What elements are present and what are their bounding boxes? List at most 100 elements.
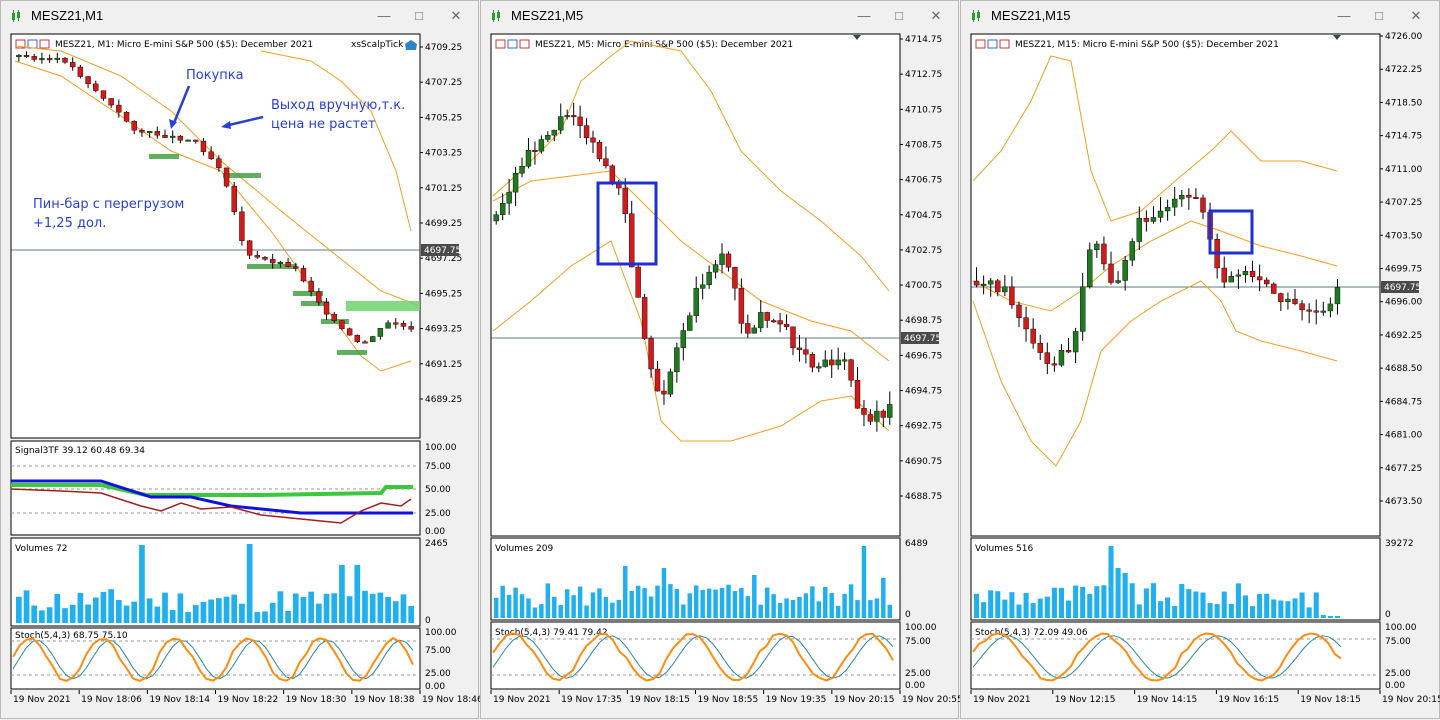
window-titlebar[interactable]: MESZ21,M15 — □ ✕ <box>961 1 1439 31</box>
current-price-label: 4697.75 <box>904 334 941 344</box>
price-label: 4693.25 <box>425 325 462 335</box>
volume-bar <box>881 578 886 618</box>
volume-bar <box>246 544 253 623</box>
candle-body <box>346 328 353 336</box>
minimize-icon[interactable]: — <box>377 8 391 23</box>
stoch-label: 0.00 <box>425 682 445 692</box>
maximize-icon[interactable]: □ <box>415 8 423 23</box>
volume-bar <box>1320 615 1326 618</box>
volume-bar <box>848 584 854 618</box>
candle-body <box>1101 243 1107 265</box>
candle-body <box>1136 218 1143 242</box>
candle-body <box>1037 343 1043 353</box>
candle-body <box>1193 197 1199 199</box>
upper-band <box>972 55 1338 222</box>
candle-body <box>100 90 107 99</box>
volume-bar <box>1334 616 1340 618</box>
price-label: 4692.75 <box>905 422 942 432</box>
minimize-icon[interactable]: — <box>857 8 871 23</box>
volume-bar <box>300 597 307 623</box>
price-label: 4677.25 <box>1385 464 1422 474</box>
candle-body <box>1320 310 1327 313</box>
signal-zone-current <box>346 301 420 311</box>
volume-header: Volumes 209 <box>495 544 553 554</box>
volume-bar <box>797 596 802 618</box>
close-icon[interactable]: ✕ <box>1410 8 1422 23</box>
candle-body <box>829 359 835 366</box>
menu-icon <box>495 39 506 49</box>
price-label: 4714.75 <box>1385 132 1422 142</box>
volume-bar <box>316 603 322 623</box>
volume-bar <box>1094 586 1100 618</box>
signal-green-line <box>11 483 413 497</box>
candle-body <box>816 366 822 369</box>
maximize-icon[interactable]: □ <box>1375 8 1383 23</box>
candle-body <box>980 283 987 286</box>
minimize-icon[interactable]: — <box>1337 8 1351 23</box>
candle-body <box>46 58 53 61</box>
volume-bar <box>385 597 391 623</box>
candle-body <box>973 280 980 286</box>
volume-bar <box>513 587 518 618</box>
volume-bar <box>1122 573 1128 618</box>
lower-band <box>14 60 412 372</box>
candle-body <box>674 347 680 373</box>
price-label: 4681.00 <box>1385 431 1422 441</box>
volume-bar <box>1101 585 1107 618</box>
volume-bar <box>764 587 770 618</box>
volume-bar <box>539 604 544 618</box>
chart-header: MESZ21, M1: Micro E-mini S&P 500 ($5): D… <box>55 40 313 50</box>
price-label: 4722.25 <box>1385 65 1422 75</box>
volume-bar <box>887 604 892 618</box>
chart-area[interactable]: MESZ21, M1: Micro E-mini S&P 500 ($5): D… <box>1 1 480 720</box>
stoch-label: 100.00 <box>425 628 457 638</box>
candle-body <box>1150 217 1157 222</box>
volume-bar <box>331 593 338 623</box>
volume-label: 0 <box>425 616 431 626</box>
volume-bar <box>169 610 176 623</box>
candle-body <box>308 280 314 292</box>
current-price-tag <box>421 244 459 256</box>
volume-bar <box>674 588 680 618</box>
volume-bar <box>855 600 860 618</box>
chart-area[interactable]: MESZ21, M5: Micro E-mini S&P 500 ($5): D… <box>481 1 960 720</box>
window-title: MESZ21,M15 <box>991 8 1071 23</box>
candle-body <box>23 55 30 58</box>
price-label: 4702.75 <box>905 246 942 256</box>
candle-body <box>648 338 654 370</box>
volume-bar <box>526 598 531 618</box>
candle-body <box>85 76 91 85</box>
volume-bar <box>408 606 414 623</box>
candle-body <box>564 115 570 118</box>
chart-window-m1[interactable]: MESZ21,M1 — □ ✕ MESZ21, M1: Micro E-mini… <box>0 0 480 720</box>
volume-bar <box>868 600 873 618</box>
volume-bar <box>558 605 563 618</box>
candle-body <box>162 135 168 138</box>
chart-area[interactable]: MESZ21, M15: Micro E-mini S&P 500 ($5): … <box>961 1 1440 720</box>
candle-body <box>532 150 538 152</box>
chart-window-m5[interactable]: MESZ21,M5 — □ ✕ MESZ21, M5: Micro E-mini… <box>480 0 960 720</box>
volume-bar <box>1285 601 1291 618</box>
candle-body <box>796 347 803 350</box>
volume-bar <box>545 583 551 618</box>
volume-bar <box>1299 592 1305 618</box>
chart-window-m15[interactable]: MESZ21,M15 — □ ✕ MESZ21, M15: Micro E-mi… <box>960 0 1440 719</box>
candle-body <box>738 287 745 324</box>
volume-bar <box>829 592 834 618</box>
volume-bar <box>706 588 712 618</box>
candle-body <box>1051 363 1058 366</box>
volume-bar <box>1193 591 1199 618</box>
close-icon[interactable]: ✕ <box>930 8 942 23</box>
time-label: 19 Nov 18:06 <box>81 695 142 705</box>
maximize-icon[interactable]: □ <box>895 8 903 23</box>
volume-bar <box>69 604 76 623</box>
window-titlebar[interactable]: MESZ21,M1 — □ ✕ <box>1 1 478 31</box>
price-label: 4703.25 <box>425 149 462 159</box>
close-icon[interactable]: ✕ <box>450 8 462 23</box>
volume-bar <box>758 604 763 618</box>
window-titlebar[interactable]: MESZ21,M5 — □ ✕ <box>481 1 958 31</box>
price-label: 4705.25 <box>425 113 462 123</box>
candle-body <box>1058 350 1065 366</box>
candle-body <box>558 116 564 131</box>
volume-header: Volumes 516 <box>975 544 1033 554</box>
